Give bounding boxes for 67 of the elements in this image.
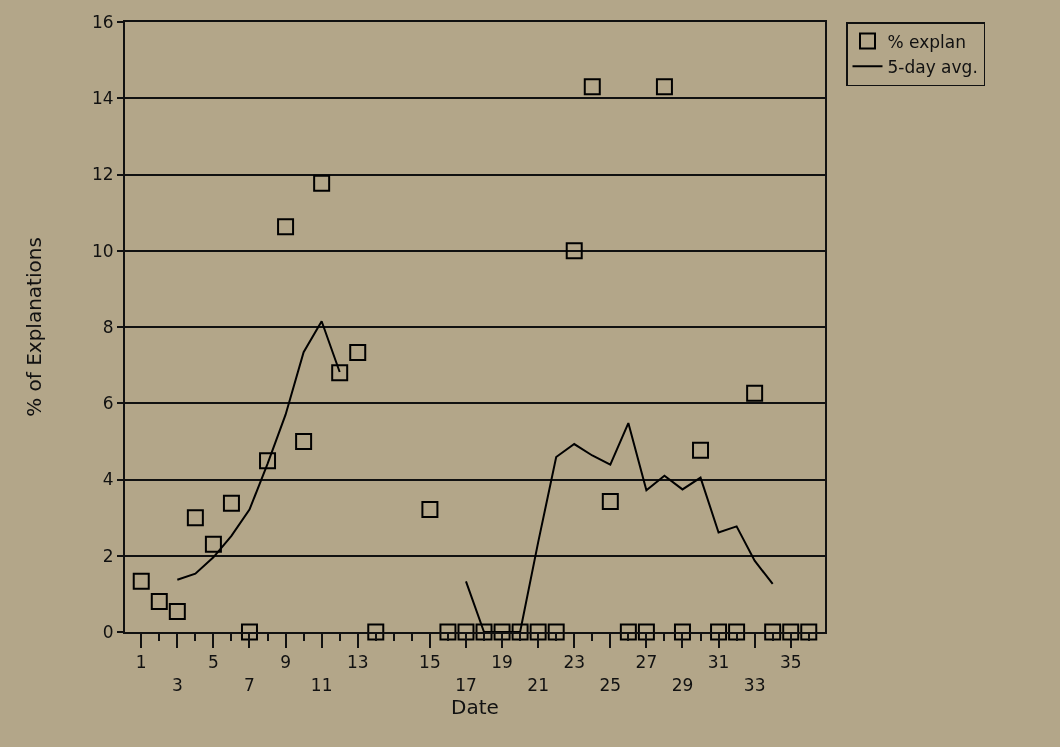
x-tick-label: 29 [671, 674, 694, 695]
point [673, 623, 691, 641]
point [168, 602, 186, 620]
y-tick-label: 16 [91, 11, 114, 32]
point [313, 174, 331, 192]
x-tick-label: 19 [491, 652, 513, 673]
point [367, 623, 385, 641]
x-tick-label: 17 [455, 674, 477, 695]
y-axis-title: % of Explanations [21, 237, 46, 417]
point [583, 78, 601, 96]
point [565, 242, 583, 260]
point [295, 432, 313, 450]
legend-label: 5-day avg. [887, 56, 978, 77]
x-tick-label: 3 [171, 674, 183, 695]
point [692, 441, 710, 459]
x-tick-label: 23 [563, 652, 586, 673]
point [637, 623, 655, 641]
y-tick-label: 2 [102, 545, 114, 566]
point [601, 493, 619, 511]
point [764, 623, 782, 641]
point [132, 572, 150, 590]
x-axis-title: Date [451, 694, 499, 719]
point [728, 623, 746, 641]
point [204, 535, 222, 553]
x-tick-label: 13 [346, 652, 369, 673]
x-tick-label: 9 [280, 652, 291, 673]
x-tick-label: 35 [779, 652, 802, 673]
point [222, 494, 240, 512]
x-tick-label: 33 [743, 674, 766, 695]
point [259, 452, 277, 470]
point [240, 623, 258, 641]
point [475, 623, 493, 641]
y-tick-label: 10 [91, 240, 114, 261]
x-tick-label: 5 [207, 652, 219, 673]
point [547, 623, 565, 641]
x-tick-label: 27 [635, 652, 658, 673]
point [186, 509, 204, 527]
y-tick-label: 0 [102, 621, 114, 642]
x-tick-label: 15 [419, 652, 441, 673]
x-tick-label: 11 [310, 674, 333, 695]
y-tick-label: 8 [102, 316, 114, 337]
y-tick-label: 12 [91, 164, 114, 185]
point [782, 623, 800, 641]
x-tick-label: 1 [135, 652, 147, 673]
y-tick-label: 4 [102, 469, 114, 490]
point [493, 623, 511, 641]
x-tick-label: 21 [527, 674, 549, 695]
point [439, 623, 457, 641]
point [277, 218, 295, 236]
point [457, 623, 475, 641]
point [421, 501, 439, 519]
point [619, 623, 637, 641]
point [150, 593, 168, 610]
point [529, 623, 547, 641]
point [655, 78, 673, 96]
legend-label: % explan [887, 31, 966, 52]
x-tick-label: 25 [599, 674, 622, 695]
point [511, 623, 529, 641]
point [746, 384, 764, 402]
x-tick-label: 7 [244, 674, 255, 695]
y-tick-label: 6 [102, 393, 114, 414]
point [349, 344, 367, 362]
y-tick-label: 14 [91, 88, 114, 109]
point [800, 623, 818, 641]
point [710, 623, 728, 641]
point [331, 364, 349, 382]
x-tick-label: 31 [707, 652, 730, 673]
